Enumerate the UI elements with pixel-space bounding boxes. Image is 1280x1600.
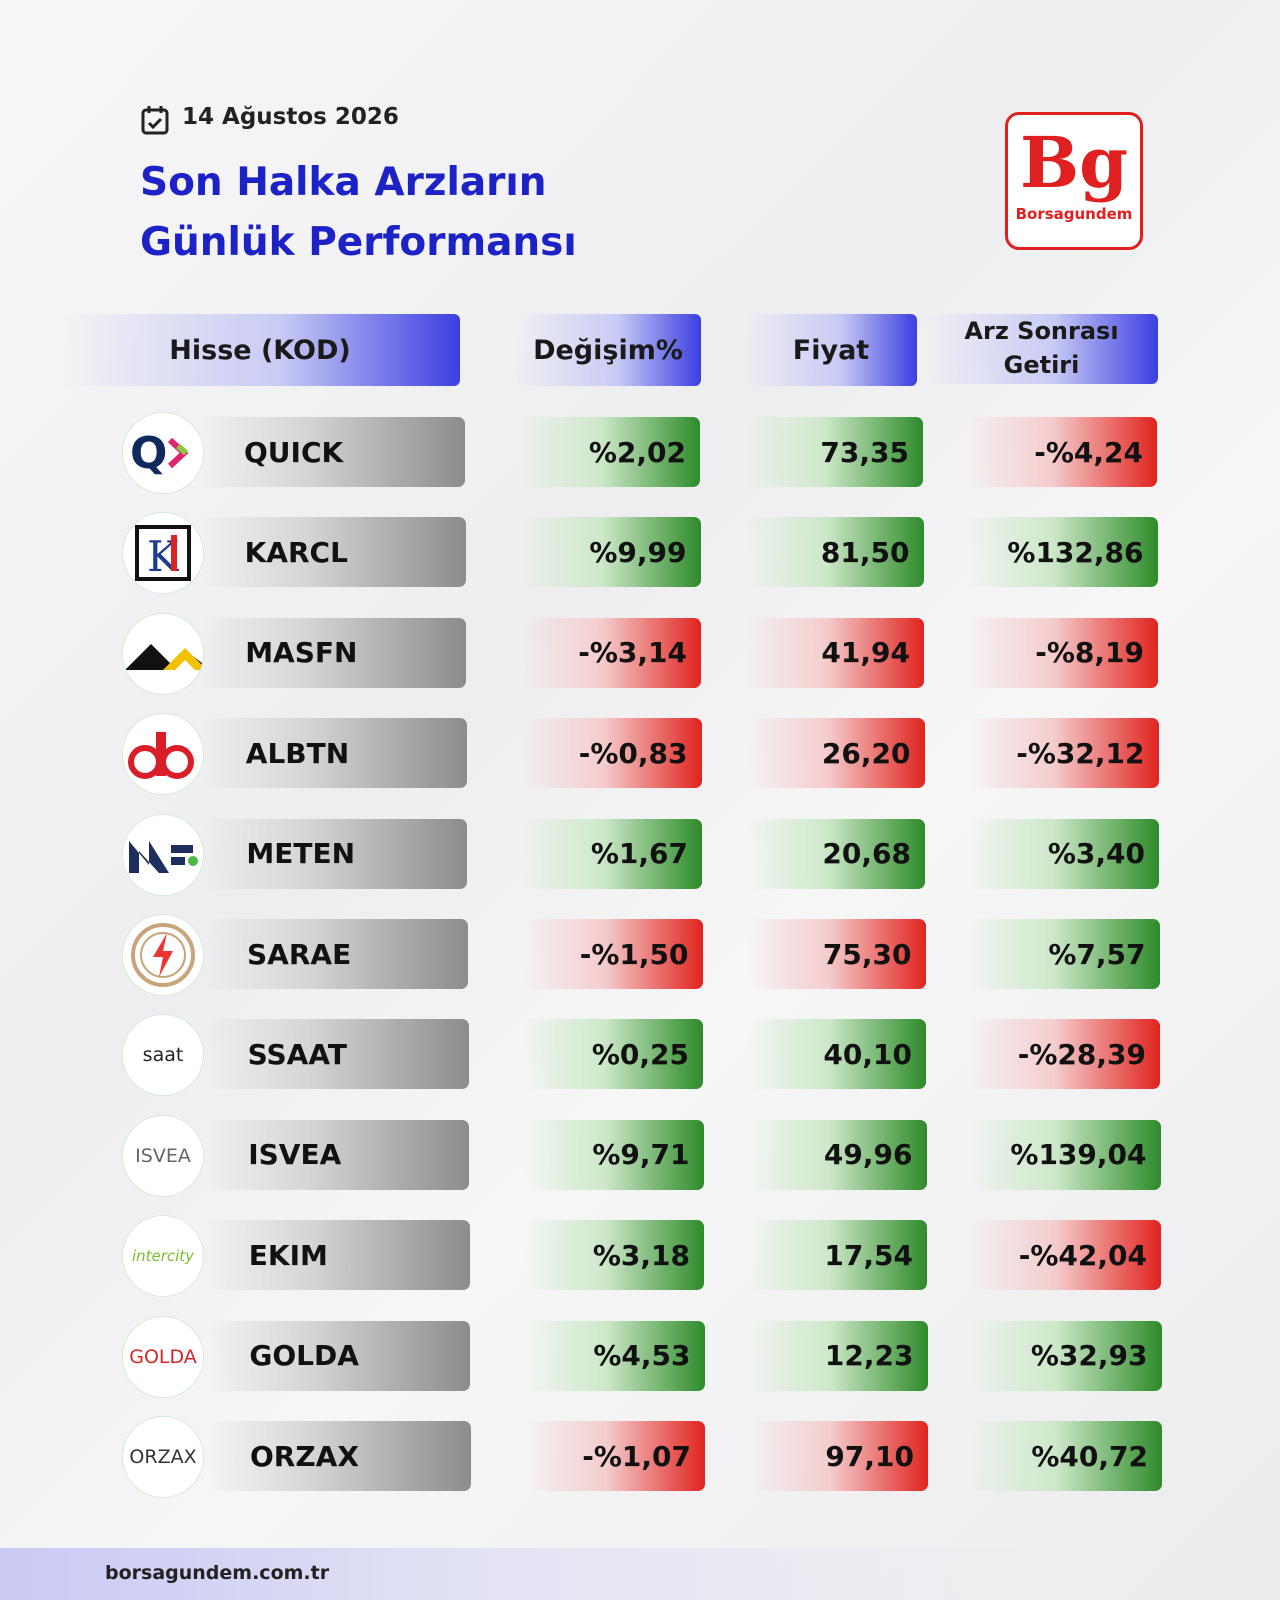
logo-text: saat bbox=[142, 1044, 184, 1067]
brand-name: Borsagundem bbox=[1015, 205, 1133, 223]
change-cell: -%0,83 bbox=[521, 718, 702, 789]
column-header: Hisse (KOD) bbox=[60, 314, 460, 386]
company-logo bbox=[122, 713, 204, 796]
change-cell: %1,67 bbox=[522, 818, 702, 889]
stock-code: GOLDA bbox=[205, 1320, 471, 1391]
logo-text: ISVEA bbox=[135, 1144, 191, 1167]
company-logo: intercity bbox=[122, 1215, 204, 1298]
return-cell: -%42,04 bbox=[969, 1220, 1161, 1291]
return-cell: %40,72 bbox=[970, 1421, 1162, 1491]
column-header: Fiyat bbox=[745, 314, 917, 386]
return-cell: %7,57 bbox=[967, 919, 1160, 989]
company-logo bbox=[122, 813, 204, 896]
return-cell: -%4,24 bbox=[965, 417, 1157, 487]
date: 14 Ağustos 2026 bbox=[182, 104, 399, 130]
return-cell: %3,40 bbox=[967, 818, 1159, 889]
calendar-icon bbox=[141, 106, 169, 135]
price-cell: 12,23 bbox=[749, 1320, 928, 1391]
company-logo: Q bbox=[122, 412, 204, 494]
company-logo bbox=[122, 914, 204, 996]
change-cell: -%1,50 bbox=[522, 919, 703, 989]
price-cell: 49,96 bbox=[748, 1119, 927, 1190]
change-cell: %0,25 bbox=[523, 1019, 703, 1090]
title: Son Halka Arzların bbox=[140, 160, 547, 205]
return-cell: %132,86 bbox=[965, 517, 1158, 588]
brand-logo: Bg Borsagundem bbox=[1005, 112, 1143, 250]
stock-code: KARCL bbox=[200, 517, 466, 588]
change-cell: %9,71 bbox=[523, 1119, 704, 1190]
price-cell: 97,10 bbox=[750, 1421, 928, 1491]
stock-code: ISVEA bbox=[204, 1119, 470, 1190]
price-cell: 41,94 bbox=[746, 617, 924, 688]
company-logo: ISVEA bbox=[122, 1114, 204, 1197]
company-logo: GOLDA bbox=[122, 1315, 204, 1398]
footer: borsagundem.com.tr bbox=[0, 1548, 1280, 1600]
column-header: Değişim% bbox=[515, 314, 701, 386]
svg-text:Q: Q bbox=[130, 428, 167, 478]
stock-code: ALBTN bbox=[201, 718, 467, 789]
return-cell: -%28,39 bbox=[968, 1019, 1160, 1090]
stock-code: SARAE bbox=[203, 919, 468, 989]
price-cell: 73,35 bbox=[745, 417, 923, 487]
change-cell: %4,53 bbox=[524, 1320, 705, 1391]
price-cell: 75,30 bbox=[747, 919, 926, 989]
stock-code: METEN bbox=[202, 818, 468, 889]
price-cell: 26,20 bbox=[746, 718, 925, 789]
stock-code: QUICK bbox=[200, 417, 465, 487]
company-logo: saat bbox=[122, 1014, 204, 1097]
brand-mark: Bg bbox=[1019, 121, 1129, 204]
change-cell: %9,99 bbox=[520, 517, 701, 588]
company-logo: ORZAX bbox=[122, 1416, 204, 1498]
title: Günlük Performansı bbox=[140, 220, 577, 265]
price-cell: 40,10 bbox=[748, 1019, 926, 1090]
logo-text: GOLDA bbox=[129, 1345, 197, 1368]
logo-text: ORZAX bbox=[129, 1446, 197, 1468]
column-header: Arz Sonrası Getiri bbox=[925, 314, 1158, 384]
return-cell: %32,93 bbox=[969, 1320, 1162, 1391]
company-logo bbox=[122, 612, 204, 695]
price-cell: 81,50 bbox=[745, 517, 924, 588]
change-cell: -%3,14 bbox=[521, 617, 701, 688]
stock-code: SSAAT bbox=[203, 1019, 469, 1090]
price-cell: 20,68 bbox=[747, 818, 925, 889]
stock-code: EKIM bbox=[204, 1220, 470, 1291]
return-cell: -%8,19 bbox=[966, 617, 1158, 688]
change-cell: %2,02 bbox=[520, 417, 700, 487]
logo-text: intercity bbox=[131, 1247, 195, 1266]
footer-site: borsagundem.com.tr bbox=[105, 1562, 330, 1584]
change-cell: %3,18 bbox=[524, 1220, 704, 1291]
price-cell: 17,54 bbox=[749, 1220, 927, 1291]
company-logo: K bbox=[122, 512, 204, 595]
stock-code: ORZAX bbox=[206, 1421, 471, 1491]
change-cell: -%1,07 bbox=[525, 1421, 705, 1491]
stock-code: MASFN bbox=[201, 617, 467, 688]
return-cell: %139,04 bbox=[968, 1119, 1161, 1190]
return-cell: -%32,12 bbox=[966, 718, 1159, 789]
